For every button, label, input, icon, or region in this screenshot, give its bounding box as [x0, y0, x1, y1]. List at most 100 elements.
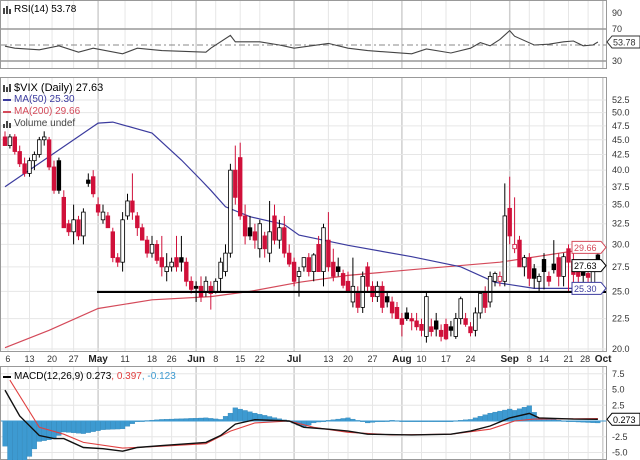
candle — [149, 235, 155, 258]
candle — [291, 257, 297, 287]
candle-body — [120, 219, 125, 263]
candle — [282, 215, 287, 258]
candle-body — [399, 318, 405, 325]
price-axis-label: 22.5 — [612, 314, 630, 324]
date-tick-label: Aug — [392, 354, 411, 365]
candle-body — [159, 257, 164, 268]
histogram-bar — [2, 420, 8, 447]
price-axis-label: 27.5 — [612, 262, 630, 272]
macd-legend: MACD(12,26,9) 0.273, 0.397, -0.123 — [3, 371, 176, 383]
rsi-tag: 53.78 — [606, 35, 640, 49]
candle-body — [497, 275, 503, 282]
chart-icon — [3, 6, 11, 14]
candle-body — [507, 207, 512, 237]
histogram-bar — [100, 420, 106, 430]
candle-body — [590, 271, 596, 284]
candle — [105, 212, 111, 229]
candle — [100, 204, 106, 224]
candlestick-icon — [3, 84, 11, 92]
candle-body — [463, 318, 468, 325]
candle — [223, 244, 228, 277]
candle — [306, 253, 311, 277]
candle-body — [139, 227, 145, 241]
histogram-bar — [232, 407, 238, 422]
candle — [384, 291, 390, 308]
candle — [394, 301, 400, 320]
ma200-tag-box — [571, 240, 607, 254]
date-tick-label: 8 — [527, 354, 532, 364]
date-tick-label: 13 — [323, 354, 333, 364]
date-tick-label: 10 — [416, 354, 426, 364]
candle-body — [164, 266, 169, 272]
candle — [331, 248, 336, 282]
histogram-bar — [75, 420, 82, 434]
date-tick-label: 15 — [235, 354, 245, 364]
candle — [252, 223, 258, 249]
macd-swatch — [3, 376, 11, 378]
candle — [497, 271, 503, 287]
histogram-bar — [482, 414, 488, 422]
candle-body — [42, 136, 47, 141]
date-tick-label: 21 — [563, 354, 573, 364]
candle-body — [149, 243, 155, 254]
date-tick-label: Jul — [287, 354, 302, 365]
candle — [56, 157, 62, 194]
candle-body — [551, 263, 556, 271]
candle — [536, 273, 542, 292]
candle — [414, 312, 419, 331]
candle — [502, 183, 507, 287]
candle — [144, 235, 150, 258]
rsi-tag-box — [606, 35, 640, 49]
candle-body — [473, 312, 478, 331]
candle-body — [512, 243, 517, 250]
price-title: $VIX (Daily) 27.63 — [14, 82, 104, 94]
price-axis-label: 45.0 — [612, 135, 630, 145]
candle-body — [2, 136, 8, 146]
candle — [174, 235, 179, 272]
candle-body — [184, 261, 189, 282]
candle — [91, 170, 96, 198]
candle-body — [453, 318, 458, 337]
histogram-bar — [237, 408, 243, 422]
candle — [556, 253, 561, 287]
candle-body — [301, 257, 307, 268]
candle-body — [91, 176, 96, 195]
candle-body — [585, 273, 591, 278]
candle-body — [335, 266, 341, 272]
ma200-tag-text: 29.66 — [574, 243, 597, 253]
date-tick-label: 20 — [47, 354, 57, 364]
macd-axis-label: -2.5 — [612, 432, 628, 442]
candle — [2, 131, 8, 146]
candle — [551, 240, 556, 274]
candle-body — [448, 326, 454, 331]
histogram-bar — [120, 420, 126, 430]
date-tick-label: 18 — [147, 354, 157, 364]
candle — [22, 157, 27, 177]
candle-body — [561, 256, 566, 277]
candle — [46, 136, 52, 171]
candle-body — [487, 275, 493, 303]
candle-body — [296, 271, 302, 277]
date-tick-label: 28 — [580, 354, 590, 364]
candle — [247, 215, 253, 241]
histogram-bar — [105, 420, 111, 430]
candle-body — [541, 259, 547, 272]
candle — [507, 176, 512, 245]
candle-body — [468, 326, 473, 334]
candle-body — [267, 231, 272, 254]
close-tag-text: 27.63 — [574, 261, 597, 271]
candle-body — [32, 154, 37, 162]
macd-axis-label: 7.5 — [612, 369, 625, 379]
candle-body — [326, 239, 331, 268]
histogram-bar — [222, 416, 229, 422]
candle-body — [576, 271, 581, 277]
candle — [458, 296, 463, 325]
candle-body — [311, 254, 316, 272]
candle — [404, 307, 409, 321]
macd-line — [4, 389, 598, 452]
rsi-title: RSI(14) 53.78 — [14, 4, 77, 15]
candle-body — [22, 163, 27, 174]
histogram-bar — [110, 420, 116, 430]
candle-body — [81, 211, 86, 237]
histogram-bar — [242, 410, 248, 422]
